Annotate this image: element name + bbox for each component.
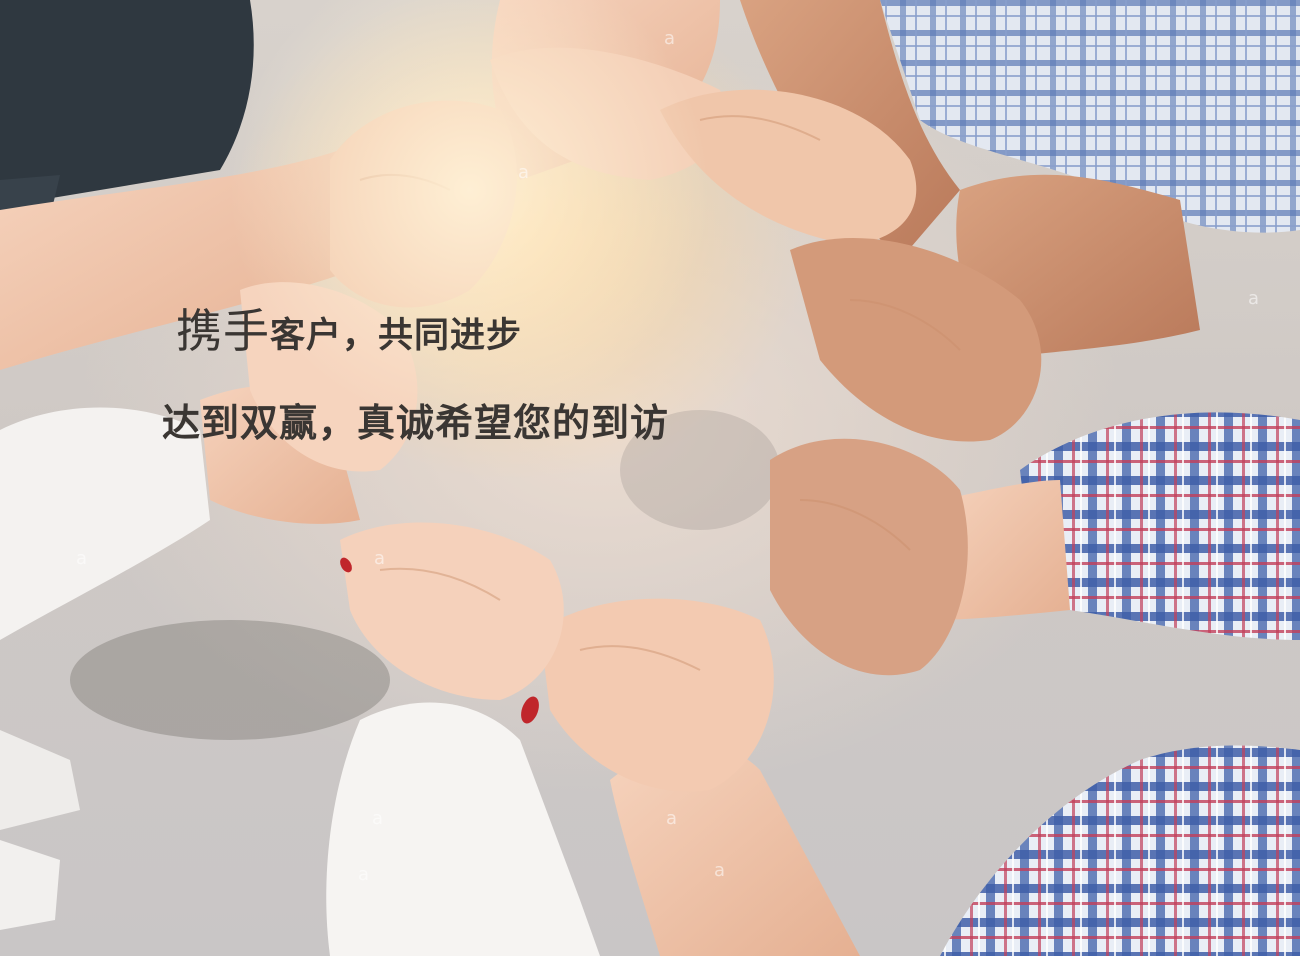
headline-line-2: 达到双赢，真诚希望您的到访 (162, 401, 670, 445)
headline-line-1-rest: 客户，共同进步 (270, 316, 523, 356)
headline-line-1: 携手客户，共同进步 (176, 308, 522, 354)
headline-line-1-emphasis: 携手 (176, 304, 270, 358)
